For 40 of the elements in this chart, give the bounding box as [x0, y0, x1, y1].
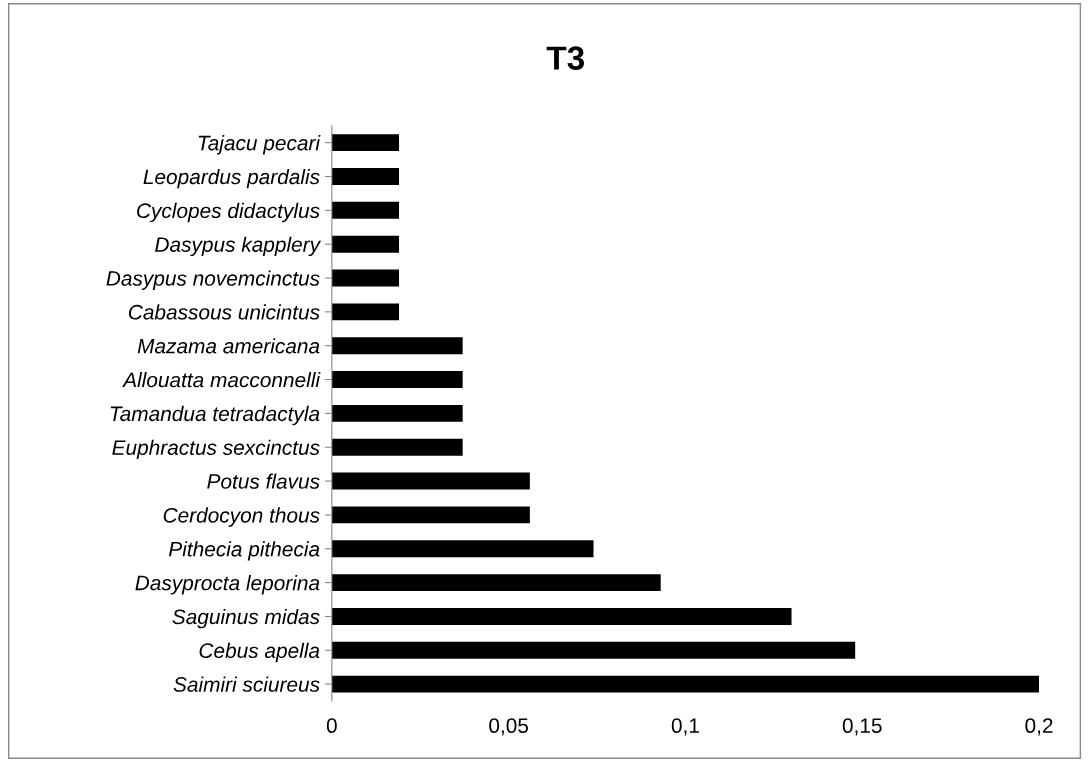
y-tick-label: Pithecia pithecia — [168, 541, 320, 561]
bar — [331, 371, 463, 388]
x-tick-label: 0,1 — [671, 718, 699, 736]
y-tick-label: Tajacu pecari — [198, 135, 321, 155]
y-tick-label: Dasyprocta leporina — [135, 575, 320, 595]
y-tick-label: Dasypus kapplery — [155, 236, 322, 257]
y-tick-label: Saguinus midas — [172, 608, 320, 629]
y-tick-label: Mazama americana — [137, 338, 320, 354]
bar — [331, 134, 400, 152]
bar — [331, 574, 661, 592]
bar — [331, 201, 400, 219]
y-tick-label: Cabassous unicintus — [128, 304, 320, 320]
bar — [331, 235, 400, 253]
bar — [331, 337, 463, 355]
chart-title: T3 — [546, 46, 585, 70]
bar — [331, 506, 530, 524]
x-tick-label: 0,2 — [1025, 718, 1053, 736]
bar — [331, 641, 856, 659]
y-tick-label: Saimiri sciureus — [173, 676, 320, 692]
y-tick-label: Potus flavus — [207, 473, 320, 489]
x-tick-label: 0,05 — [489, 718, 529, 736]
y-tick-label: Cebus apella — [199, 642, 320, 663]
y-tick-label: Cerdocyon thous — [163, 507, 320, 527]
x-tick-label: 0,15 — [842, 718, 882, 736]
y-tick-label: Leopardus pardalis — [143, 168, 320, 189]
bar — [331, 438, 463, 456]
bar — [331, 675, 1040, 693]
bar — [331, 540, 594, 558]
bar — [331, 607, 792, 625]
y-tick-label: Allouatta macconnelli — [122, 371, 321, 388]
y-tick-label: Dasypus novemcinctus — [106, 270, 320, 290]
bar — [331, 404, 463, 422]
y-tick-label: Euphractus sexcinctus — [112, 439, 320, 460]
y-tick-label: Cyclopes didactylus — [137, 202, 320, 223]
bar — [331, 472, 530, 490]
x-tick-label: 0 — [326, 718, 337, 734]
bar — [331, 168, 400, 185]
bar — [331, 303, 400, 321]
bar — [331, 269, 400, 287]
y-tick-label: Tamandua tetradactyla — [110, 405, 320, 426]
